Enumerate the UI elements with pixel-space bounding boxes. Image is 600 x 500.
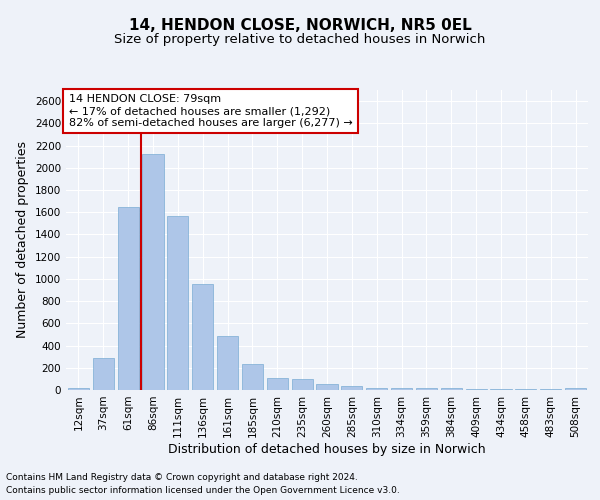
- Bar: [416, 388, 437, 390]
- Bar: [292, 379, 313, 390]
- Bar: [391, 388, 412, 390]
- Bar: [242, 364, 263, 390]
- Text: Contains public sector information licensed under the Open Government Licence v3: Contains public sector information licen…: [6, 486, 400, 495]
- X-axis label: Distribution of detached houses by size in Norwich: Distribution of detached houses by size …: [168, 442, 486, 456]
- Text: 14 HENDON CLOSE: 79sqm
← 17% of detached houses are smaller (1,292)
82% of semi-: 14 HENDON CLOSE: 79sqm ← 17% of detached…: [68, 94, 352, 128]
- Bar: [167, 216, 188, 390]
- Bar: [118, 206, 139, 390]
- Bar: [441, 388, 462, 390]
- Bar: [366, 388, 387, 390]
- Bar: [217, 336, 238, 390]
- Bar: [68, 388, 89, 390]
- Text: Contains HM Land Registry data © Crown copyright and database right 2024.: Contains HM Land Registry data © Crown c…: [6, 474, 358, 482]
- Y-axis label: Number of detached properties: Number of detached properties: [16, 142, 29, 338]
- Bar: [466, 389, 487, 390]
- Text: Size of property relative to detached houses in Norwich: Size of property relative to detached ho…: [115, 32, 485, 46]
- Bar: [192, 284, 213, 390]
- Bar: [142, 154, 164, 390]
- Bar: [341, 386, 362, 390]
- Bar: [490, 389, 512, 390]
- Bar: [316, 384, 338, 390]
- Text: 14, HENDON CLOSE, NORWICH, NR5 0EL: 14, HENDON CLOSE, NORWICH, NR5 0EL: [128, 18, 472, 32]
- Bar: [267, 378, 288, 390]
- Bar: [565, 388, 586, 390]
- Bar: [93, 358, 114, 390]
